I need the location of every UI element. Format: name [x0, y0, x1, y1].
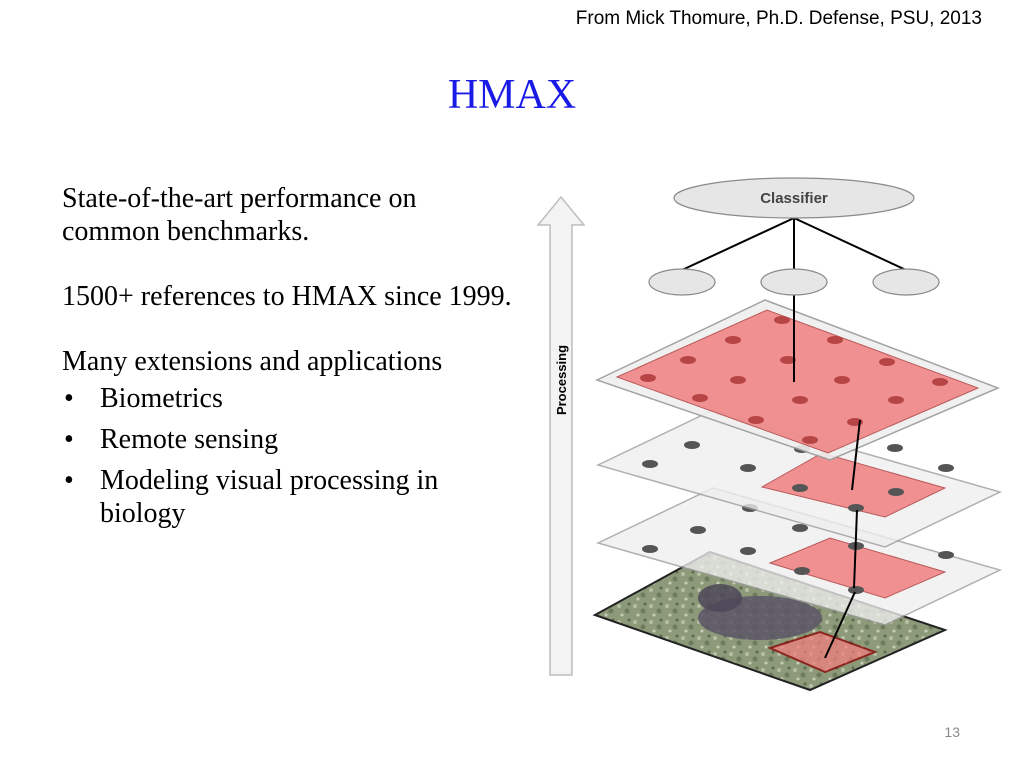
bullet-marker: •: [64, 424, 74, 455]
classifier-ellipse: [673, 177, 915, 219]
paragraph-extensions: Many extensions and applications: [62, 346, 443, 377]
animal-head-shape: [698, 584, 742, 612]
line-layer-3-to-layer-2: [853, 509, 858, 589]
layer-top: [595, 299, 1001, 461]
image-layer: [592, 550, 948, 692]
layer-2-highlight: [768, 537, 947, 599]
slide-body: State-of-the-art performance on common b…: [62, 182, 512, 538]
bullet-marker: •: [64, 465, 74, 496]
bullet-text: Modeling visual processing in biology: [100, 465, 439, 529]
layer-top-dots: [640, 316, 948, 444]
layer-2: [595, 487, 1003, 626]
line-classifier-left: [681, 217, 795, 271]
classifier-node: Classifier: [673, 177, 915, 219]
line-classifier-right: [793, 217, 907, 271]
bullet-text: Biometrics: [100, 383, 223, 414]
bullet-text: Remote sensing: [100, 424, 279, 455]
line-top-to-layer-3: [851, 419, 861, 491]
bullet-item-remote-sensing: • Remote sensing: [62, 423, 512, 456]
classifier-label: Classifier: [760, 190, 828, 207]
arrow-shape: [536, 195, 586, 676]
layer-3-dots: [642, 441, 954, 512]
processing-arrow: Processing: [536, 195, 586, 676]
processing-label: Processing: [554, 345, 569, 415]
image-highlight-patch: [767, 630, 878, 674]
paragraph-references: 1500+ references to HMAX since 1999.: [62, 281, 512, 312]
bullet-item-biology: • Modeling visual processing in biology: [62, 464, 512, 530]
bullet-item-biometrics: • Biometrics: [62, 382, 512, 415]
layer-2-dots: [642, 504, 954, 594]
node-center: [760, 268, 828, 296]
intermediate-nodes: [648, 268, 940, 296]
node-left: [648, 268, 716, 296]
connection-lines: [681, 217, 907, 659]
attribution: From Mick Thomure, Ph.D. Defense, PSU, 2…: [575, 8, 982, 29]
node-right: [872, 268, 940, 296]
paragraph-performance: State-of-the-art performance on common b…: [62, 183, 417, 247]
slide-title: HMAX: [447, 72, 577, 118]
page-number: 13: [944, 724, 960, 740]
hmax-diagram: Processing: [536, 177, 1003, 692]
line-layer-2-to-image: [824, 591, 856, 659]
layer-top-highlight: [615, 309, 980, 454]
bullet-list: • Biometrics • Remote sensing • Modeling…: [62, 382, 512, 530]
bullet-marker: •: [64, 383, 74, 414]
